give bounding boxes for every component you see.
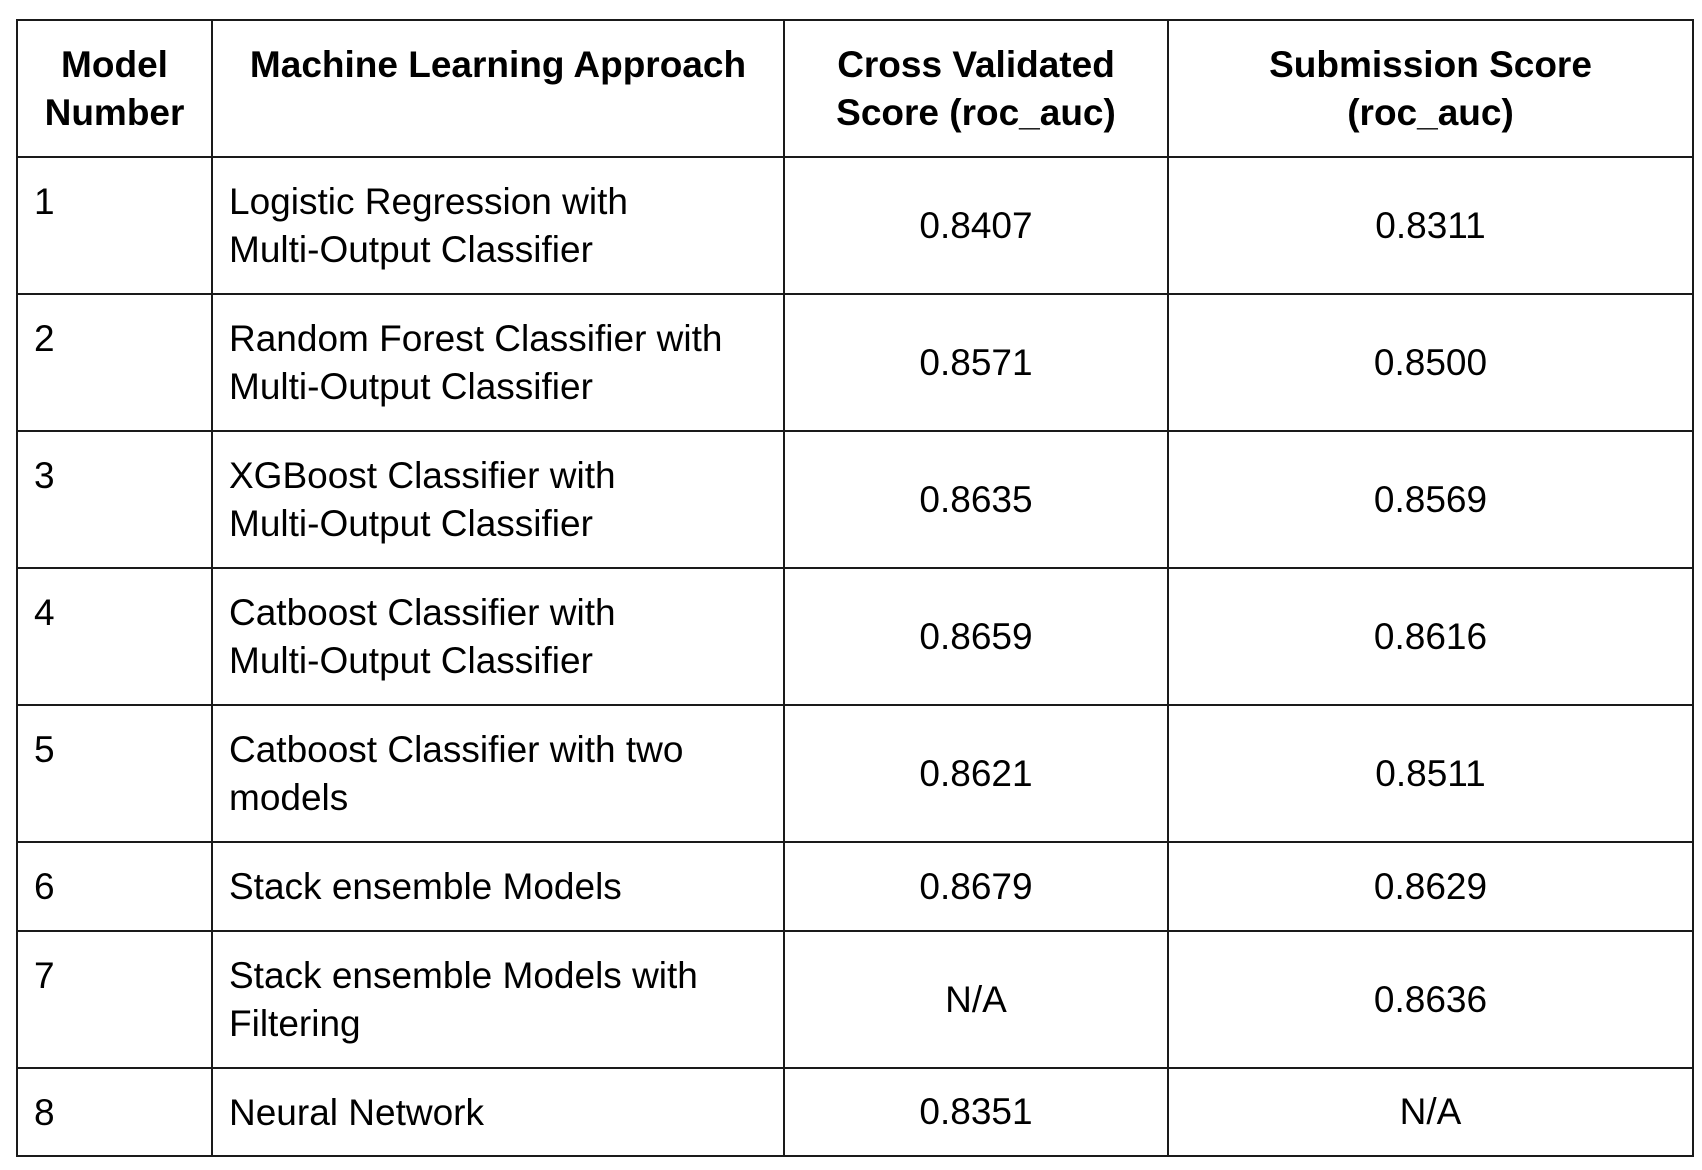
table-row: 7 Stack ensemble Models with Filtering N…: [16, 930, 1694, 1069]
model-number-cell: 4: [16, 567, 213, 706]
approach-cell: Catboost Classifier with two models: [211, 704, 785, 843]
results-table: Model Number Machine Learning Approach C…: [16, 19, 1694, 1157]
model-number-cell: 2: [16, 293, 213, 432]
submission-score-cell: 0.8511: [1167, 704, 1694, 843]
model-number-cell: 1: [16, 156, 213, 295]
table-row: 2 Random Forest Classifier with Multi-Ou…: [16, 293, 1694, 432]
submission-score-cell: 0.8616: [1167, 567, 1694, 706]
header-cv-score: Cross Validated Score (roc_auc): [783, 19, 1169, 158]
approach-cell: Logistic Regression with Multi-Output Cl…: [211, 156, 785, 295]
approach-cell: Catboost Classifier with Multi-Output Cl…: [211, 567, 785, 706]
approach-cell: Stack ensemble Models with Filtering: [211, 930, 785, 1069]
table-row: 4 Catboost Classifier with Multi-Output …: [16, 567, 1694, 706]
table-row: 5 Catboost Classifier with two models 0.…: [16, 704, 1694, 843]
submission-score-cell: 0.8311: [1167, 156, 1694, 295]
table-row: 8 Neural Network 0.8351 N/A: [16, 1067, 1694, 1157]
cv-score-cell: 0.8679: [783, 841, 1169, 932]
table-row: 1 Logistic Regression with Multi-Output …: [16, 156, 1694, 295]
header-model-number: Model Number: [16, 19, 213, 158]
cv-score-cell: 0.8351: [783, 1067, 1169, 1157]
table-row: 6 Stack ensemble Models 0.8679 0.8629: [16, 841, 1694, 932]
model-number-cell: 7: [16, 930, 213, 1069]
cv-score-cell: 0.8621: [783, 704, 1169, 843]
approach-cell: Random Forest Classifier with Multi-Outp…: [211, 293, 785, 432]
cv-score-cell: 0.8571: [783, 293, 1169, 432]
submission-score-cell: 0.8629: [1167, 841, 1694, 932]
submission-score-cell: 0.8569: [1167, 430, 1694, 569]
header-approach: Machine Learning Approach: [211, 19, 785, 158]
cv-score-cell: 0.8407: [783, 156, 1169, 295]
submission-score-cell: 0.8636: [1167, 930, 1694, 1069]
model-number-cell: 6: [16, 841, 213, 932]
cv-score-cell: 0.8659: [783, 567, 1169, 706]
table-row: 3 XGBoost Classifier with Multi-Output C…: [16, 430, 1694, 569]
submission-score-cell: 0.8500: [1167, 293, 1694, 432]
cv-score-cell: 0.8635: [783, 430, 1169, 569]
model-number-cell: 8: [16, 1067, 213, 1157]
model-number-cell: 5: [16, 704, 213, 843]
header-submission-score: Submission Score (roc_auc): [1167, 19, 1694, 158]
approach-cell: Stack ensemble Models: [211, 841, 785, 932]
approach-cell: XGBoost Classifier with Multi-Output Cla…: [211, 430, 785, 569]
header-row: Model Number Machine Learning Approach C…: [16, 19, 1694, 158]
submission-score-cell: N/A: [1167, 1067, 1694, 1157]
cv-score-cell: N/A: [783, 930, 1169, 1069]
model-number-cell: 3: [16, 430, 213, 569]
approach-cell: Neural Network: [211, 1067, 785, 1157]
